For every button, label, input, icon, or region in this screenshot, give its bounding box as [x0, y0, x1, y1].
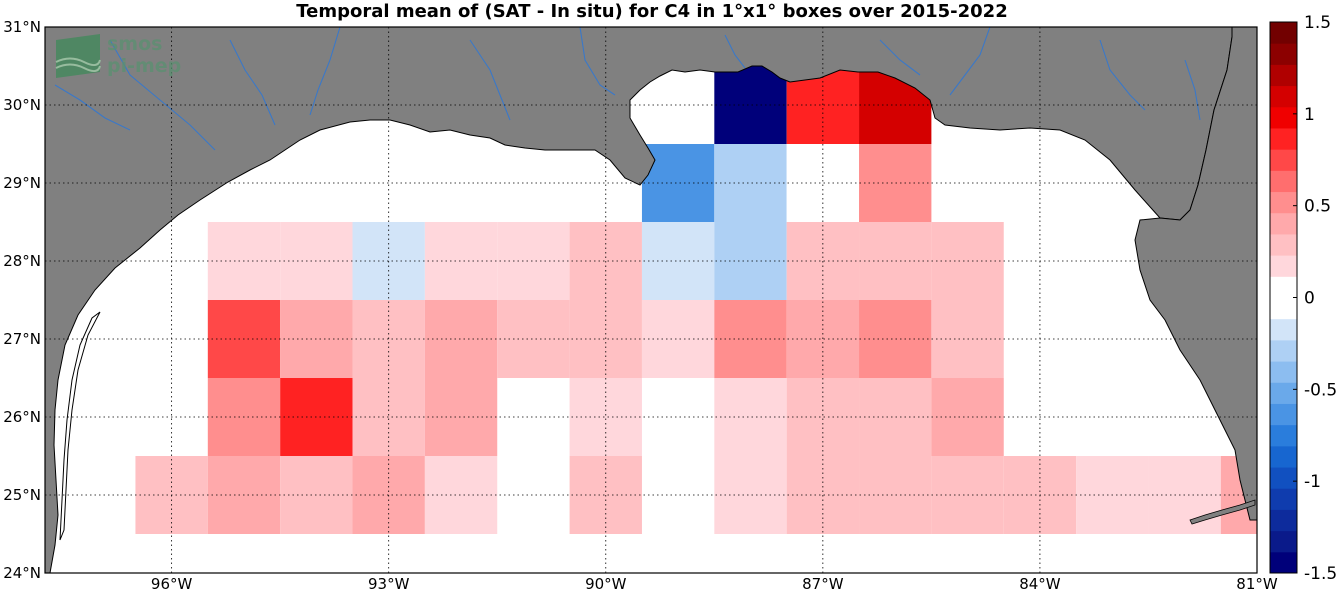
colorbar-swatch — [1270, 106, 1297, 129]
colorbar-tick-label: 1.5 — [1304, 13, 1331, 33]
river-11 — [879, 39, 921, 76]
map-panel: smos pi-mep — [45, 27, 1257, 573]
colorbar — [1269, 21, 1298, 574]
colorbar-tick-label: 0 — [1304, 289, 1315, 309]
river-7 — [724, 34, 746, 69]
colorbar-tick-label: 0.5 — [1304, 197, 1331, 217]
land-north — [45, 27, 1233, 573]
longitude-tick-label: 84°W — [1019, 575, 1061, 592]
colorbar-swatch — [1270, 509, 1297, 532]
key-islands — [1189, 499, 1256, 525]
longitude-tick-label: 93°W — [368, 575, 410, 592]
latitude-tick-label: 27°N — [3, 330, 41, 348]
barrier-islands — [59, 311, 101, 541]
latitude-tick-label: 26°N — [3, 408, 41, 426]
river-5 — [469, 39, 511, 121]
colorbar-labels: 1.5 1 0.5 0 -0.5 -1 -1.5 — [1293, 13, 1337, 584]
colorbar-swatch — [1270, 170, 1297, 193]
river-2 — [54, 84, 131, 131]
colorbar-swatch — [1270, 488, 1297, 510]
rivers — [54, 27, 1201, 151]
latitude-tick-label: 30°N — [3, 96, 41, 114]
land-masses — [45, 27, 1257, 573]
map-frame — [44, 26, 1258, 574]
colorbar-swatch — [1270, 424, 1297, 447]
colorbar-swatch — [1270, 403, 1297, 426]
colorbar-swatch — [1270, 551, 1297, 574]
river-10 — [1184, 59, 1201, 121]
river-1 — [109, 39, 216, 151]
longitude-tick-label: 81°W — [1236, 575, 1278, 592]
colorbar-swatch — [1270, 43, 1297, 65]
latitude-labels: 31°N 30°N 29°N 28°N 27°N 26°N 25°N 24°N — [3, 18, 41, 582]
land-florida-keys — [1134, 27, 1257, 521]
logo-waves — [55, 57, 101, 72]
colorbar-tick-label: -1 — [1304, 472, 1321, 492]
colorbar-tick-label: -0.5 — [1304, 380, 1337, 400]
river-6 — [579, 27, 616, 96]
colorbar-swatch — [1270, 530, 1297, 553]
colorbar-swatch — [1270, 22, 1297, 44]
longitude-labels: 96°W 93°W 90°W 87°W 84°W 81°W — [151, 575, 1278, 592]
longitude-tick-label: 96°W — [151, 575, 193, 592]
colorbar-swatch — [1270, 382, 1297, 404]
colorbar-swatch — [1270, 149, 1297, 171]
colorbar-swatch — [1270, 64, 1297, 87]
latitude-tick-label: 25°N — [3, 486, 41, 504]
latitude-tick-label: 28°N — [3, 252, 41, 270]
longitude-tick-label: 87°W — [802, 575, 844, 592]
logo-text-pimep: pi-mep — [107, 55, 181, 77]
colorbar-swatch — [1270, 191, 1297, 214]
river-3 — [229, 39, 276, 126]
colorbar-swatch — [1270, 255, 1297, 277]
colorbar-swatch — [1270, 467, 1297, 489]
colorbar-swatch — [1270, 85, 1297, 108]
colorbar-swatch — [1270, 361, 1297, 383]
logo-mark — [56, 34, 100, 78]
graticule — [45, 27, 1257, 573]
colorbar-swatch — [1270, 127, 1297, 150]
figure-title: Temporal mean of (SAT - In situ) for C4 … — [296, 1, 1007, 22]
latitude-tick-label: 29°N — [3, 174, 41, 192]
colorbar-swatch — [1270, 297, 1297, 320]
logo-text-smos: smos — [107, 33, 162, 55]
colorbar-swatch — [1270, 445, 1297, 468]
colorbar-swatch — [1270, 276, 1297, 298]
colorbar-swatch — [1270, 212, 1297, 235]
colorbar-swatch — [1270, 318, 1297, 341]
colorbar-tick-label: 1 — [1304, 105, 1315, 125]
colorbar-swatch — [1270, 233, 1297, 256]
river-9 — [1099, 39, 1146, 111]
latitude-tick-label: 24°N — [3, 564, 41, 582]
smos-pimep-logo: smos pi-mep — [55, 33, 181, 78]
colorbar-swatch — [1270, 339, 1297, 362]
river-4 — [309, 27, 341, 116]
latitude-tick-label: 31°N — [3, 18, 41, 36]
river-8 — [949, 27, 991, 96]
longitude-tick-label: 90°W — [585, 575, 627, 592]
colorbar-tick-label: -1.5 — [1304, 564, 1337, 584]
